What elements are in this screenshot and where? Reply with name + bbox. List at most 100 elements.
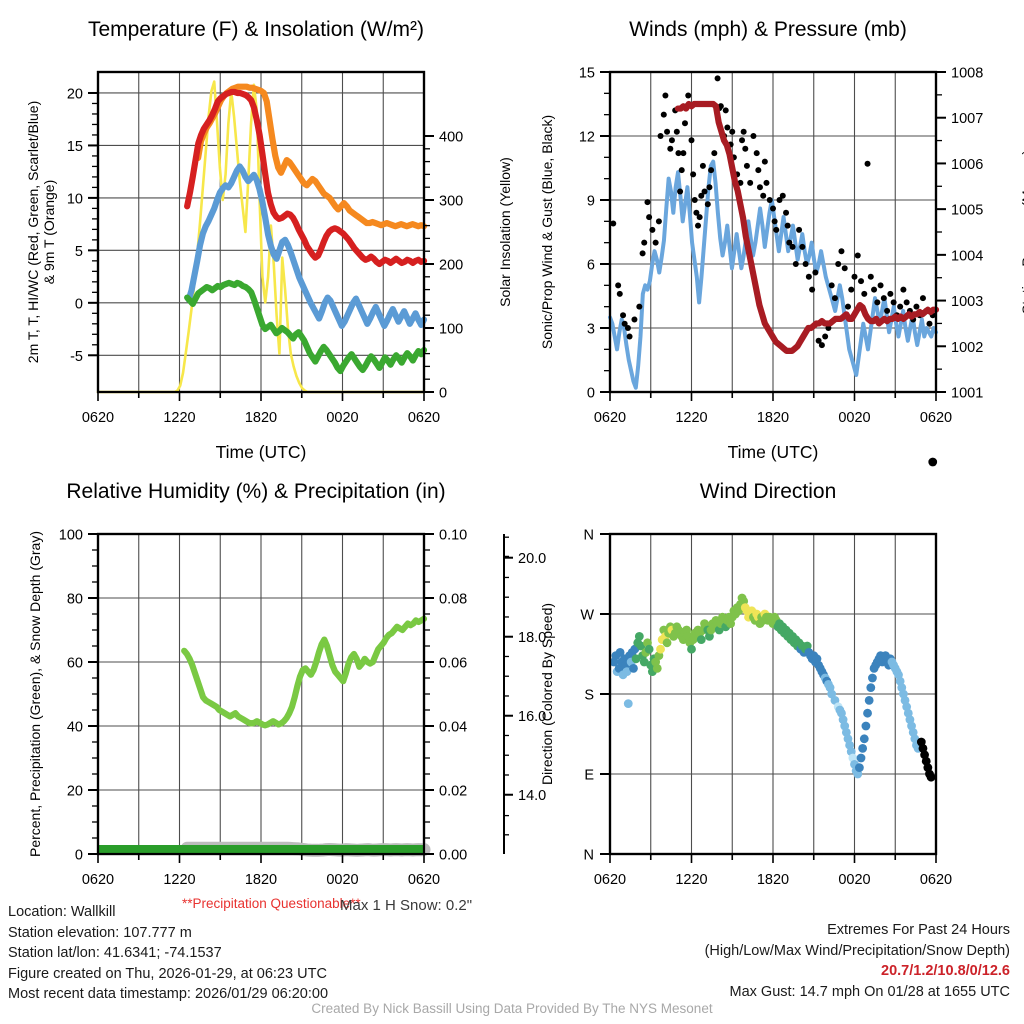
gust-point xyxy=(864,160,871,167)
gust-point xyxy=(828,282,835,289)
wind-direction-point xyxy=(864,696,874,705)
y-tick-label: 6 xyxy=(587,258,595,274)
gust-point xyxy=(900,286,907,293)
gust-point xyxy=(722,107,729,114)
gust-point xyxy=(739,137,746,144)
series-pressure xyxy=(674,100,940,354)
x-tick-label: 0620 xyxy=(408,872,440,888)
panel-title-temperature-text: Temperature (F) & Insolation (W/m²) xyxy=(87,18,425,41)
gust-point xyxy=(677,188,684,195)
y-axis-right-2: 14.0 16.0 18.0 20.0 xyxy=(503,534,546,854)
y-axis-left: -5 0 5 10 15 20 xyxy=(67,86,98,365)
plot-frame xyxy=(608,532,938,856)
panel-wind-direction: Wind Direction N W S E N 0620 1220 1820 0020 0620… xyxy=(512,457,1024,922)
station-elevation: Station elevation: 107.777 m xyxy=(8,924,192,941)
station-latlon: Station lat/lon: 41.6341; -74.1537 xyxy=(8,945,222,961)
x-tick-label: 0020 xyxy=(838,410,870,426)
gust-point xyxy=(740,128,747,135)
y-tick-label: 1001 xyxy=(951,386,983,402)
y-tick-label: 0.06 xyxy=(439,656,467,672)
wind-direction-point xyxy=(623,699,633,708)
wind-direction-point xyxy=(926,772,936,782)
gust-point xyxy=(714,75,721,82)
station-info-block: Location: Wallkill Station elevation: 10… xyxy=(8,902,328,1005)
gust-point xyxy=(784,222,791,229)
x-tick-label: 0620 xyxy=(82,872,114,888)
gust-point xyxy=(890,299,897,306)
gust-point xyxy=(729,128,736,135)
extremes-heading: Extremes For Past 24 Hours xyxy=(827,922,1010,938)
x-tick-label: 0620 xyxy=(594,872,626,888)
gust-point xyxy=(646,214,653,221)
panel-humidity-precip: Relative Humidity (%) & Precipitation (i… xyxy=(0,462,546,922)
gust-point xyxy=(699,162,706,169)
x-tick-label: 1220 xyxy=(675,410,707,426)
wind-direction-point xyxy=(644,644,654,654)
y-tick-label: 1008 xyxy=(951,66,983,82)
gust-point xyxy=(877,282,884,289)
gust-point xyxy=(854,252,861,259)
gust-point xyxy=(844,303,851,310)
gust-point xyxy=(838,248,845,255)
x-tick-label: 0020 xyxy=(838,872,870,888)
gust-point xyxy=(783,209,790,216)
gust-point xyxy=(631,316,638,323)
gust-point xyxy=(771,218,778,225)
gust-point xyxy=(841,265,848,272)
x-tick-label: 0620 xyxy=(82,410,114,426)
panel-title-wind-direction: Wind Direction xyxy=(512,480,1024,504)
gust-point xyxy=(773,226,780,233)
y-tick-label: 0 xyxy=(75,296,83,312)
gust-point xyxy=(802,261,809,267)
gust-point xyxy=(621,320,628,327)
gust-point xyxy=(685,92,692,99)
wind-direction-point xyxy=(928,457,938,467)
x-axis: 0620 1220 1820 0020 0620 xyxy=(594,854,952,888)
series-wind-direction xyxy=(609,457,938,782)
gust-point xyxy=(615,282,622,289)
gust-point xyxy=(743,162,750,169)
gust-point xyxy=(812,269,819,276)
y-tick-label: N xyxy=(584,848,594,864)
gust-point xyxy=(792,261,799,267)
gust-point xyxy=(701,188,708,195)
gust-point xyxy=(858,278,865,285)
gust-point xyxy=(766,197,773,203)
y-axis-title-right: Solar Insolation (Yellow) xyxy=(497,157,513,307)
y-tick-label: 1005 xyxy=(951,203,983,219)
wind-direction-point xyxy=(863,708,872,718)
y-tick-label: -5 xyxy=(70,349,83,365)
y-axis-left: N W S E N xyxy=(580,528,610,864)
y-tick-label: 80 xyxy=(67,592,83,608)
gust-point xyxy=(636,303,643,310)
x-tick-label: 1220 xyxy=(163,872,195,888)
gust-point xyxy=(763,179,770,186)
wind-direction-point xyxy=(615,648,625,657)
gust-point xyxy=(903,299,910,306)
wind-direction-point xyxy=(866,683,876,692)
series-hiwc xyxy=(185,163,428,329)
gust-point xyxy=(675,150,682,157)
credit-line: Created By Nick Bassill Using Data Provi… xyxy=(311,1001,713,1016)
panel-title-temperature: Temperature (F) & Insolation (W/m²) xyxy=(0,18,512,42)
plot-frame xyxy=(96,532,426,856)
gust-point xyxy=(706,184,713,191)
snow-tick-label: 16.0 xyxy=(518,709,546,725)
y-tick-label: 1004 xyxy=(951,248,983,264)
figure-created: Figure created on Thu, 2026-01-29, at 06… xyxy=(8,965,327,982)
y-tick-label: E xyxy=(584,768,594,784)
y-axis-title-left: Direction (Colored By Speed) xyxy=(539,603,555,785)
gust-point xyxy=(822,333,829,340)
x-tick-label: 1820 xyxy=(757,872,789,888)
gust-point xyxy=(880,295,887,302)
wind-direction-point xyxy=(687,644,696,654)
x-tick-label: 0620 xyxy=(594,410,626,426)
panel-title-winds-text: Winds (mph) & Pressure (mb) xyxy=(629,18,907,41)
gust-point xyxy=(809,286,816,293)
wind-direction-point xyxy=(861,721,871,731)
panel-winds-pressure: Winds (mph) & Pressure (mb) 0 3 6 9 12 15 1001… xyxy=(512,0,1024,462)
y-tick-label: 1006 xyxy=(951,157,983,173)
wind-direction-point xyxy=(858,744,868,753)
gust-point xyxy=(874,299,881,306)
